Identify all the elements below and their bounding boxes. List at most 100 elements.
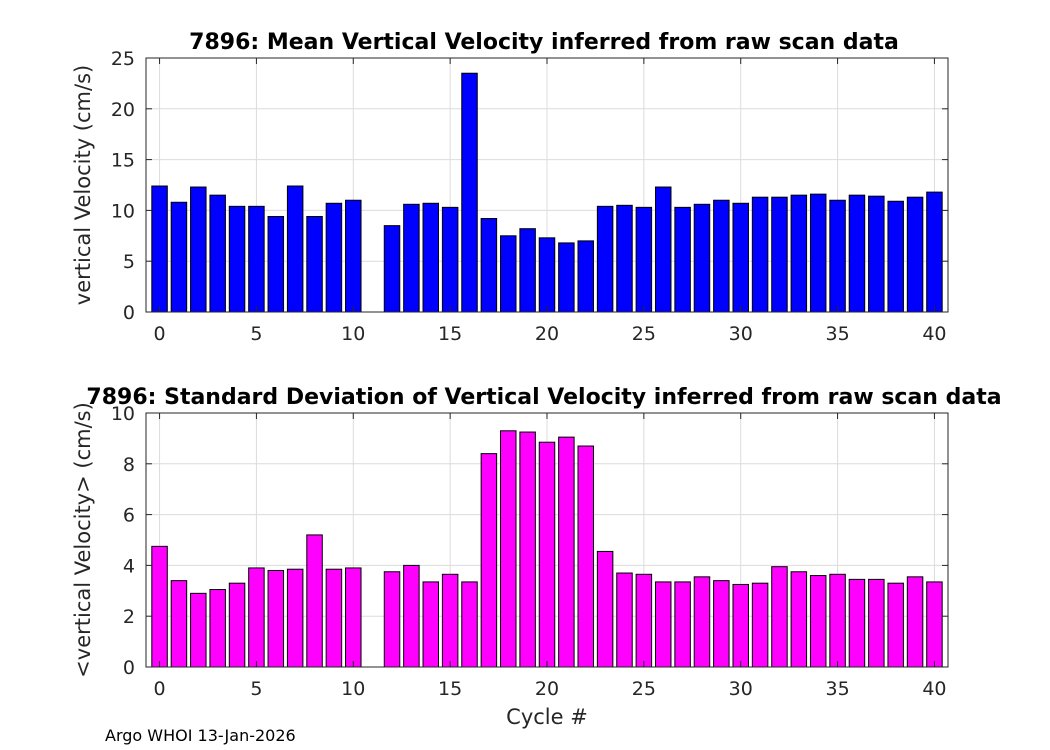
bar xyxy=(170,201,188,313)
x-tick-label: 0 xyxy=(154,323,166,345)
bar xyxy=(383,225,401,313)
x-tick-label: 30 xyxy=(729,678,753,700)
bar xyxy=(887,582,904,668)
bar xyxy=(829,199,846,313)
bar xyxy=(538,441,556,668)
bar xyxy=(790,571,808,668)
x-tick-label: 40 xyxy=(922,678,946,700)
x-tick-label: 25 xyxy=(632,678,656,700)
y-tick-label: 10 xyxy=(111,403,135,425)
x-tick-label: 20 xyxy=(535,678,559,700)
bar xyxy=(151,545,168,668)
bar xyxy=(519,431,536,668)
bar xyxy=(906,196,924,313)
y-tick-label: 8 xyxy=(123,454,135,476)
bar xyxy=(461,72,478,313)
chart-title: 7896: Standard Deviation of Vertical Vel… xyxy=(86,385,1001,410)
bar xyxy=(500,430,517,668)
bar xyxy=(286,185,304,313)
bar xyxy=(732,202,749,313)
bar xyxy=(519,228,536,313)
bar xyxy=(713,580,730,668)
y-tick-label: 15 xyxy=(111,150,135,172)
x-tick-label: 15 xyxy=(438,323,462,345)
bar xyxy=(228,582,246,668)
bar xyxy=(441,206,459,313)
bar xyxy=(345,567,362,668)
bar xyxy=(151,185,168,313)
y-tick-label: 5 xyxy=(123,251,135,273)
bar xyxy=(771,196,788,313)
bar xyxy=(868,578,885,668)
x-tick-label: 0 xyxy=(154,678,166,700)
bar xyxy=(654,581,672,668)
bar xyxy=(926,581,943,668)
bar xyxy=(732,583,749,668)
bar xyxy=(441,573,459,668)
bar xyxy=(480,218,498,313)
bar xyxy=(635,573,653,668)
bar xyxy=(809,575,827,668)
bar xyxy=(422,202,440,313)
bar xyxy=(403,203,420,313)
bar xyxy=(790,194,808,313)
bar xyxy=(306,215,323,313)
bar xyxy=(751,582,769,668)
bar xyxy=(228,205,246,313)
x-tick-label: 15 xyxy=(438,678,462,700)
bar xyxy=(848,194,866,313)
bar xyxy=(635,206,653,313)
bar xyxy=(209,589,226,668)
bar xyxy=(829,573,846,668)
bar xyxy=(674,206,691,313)
bar xyxy=(325,202,343,313)
bar xyxy=(848,578,866,668)
x-tick-label: 5 xyxy=(250,323,262,345)
y-tick-label: 25 xyxy=(111,48,135,70)
bar xyxy=(558,242,575,313)
bar xyxy=(558,436,575,668)
bar xyxy=(693,576,711,668)
bar xyxy=(480,453,498,668)
y-tick-label: 10 xyxy=(111,200,135,222)
y-tick-label: 6 xyxy=(123,505,135,527)
bar xyxy=(190,592,207,668)
bar xyxy=(887,200,904,313)
bar xyxy=(306,534,323,668)
bar xyxy=(170,580,188,668)
bar xyxy=(286,568,304,668)
x-tick-label: 35 xyxy=(825,678,849,700)
y-tick-label: 4 xyxy=(123,555,135,577)
y-tick-label: 0 xyxy=(123,657,135,679)
bar xyxy=(267,569,285,668)
bar xyxy=(422,581,440,668)
mean-velocity-chart: 0 5 10 15 20 25 30 35 40 0 5 10 15 20 25 7896: Mean Ver… xyxy=(71,30,949,345)
bar xyxy=(577,445,594,668)
y-tick-label: 2 xyxy=(123,606,135,628)
bar xyxy=(616,572,633,668)
y-tick-label: 0 xyxy=(123,302,135,324)
bar xyxy=(248,205,265,313)
y-tick-label: 20 xyxy=(111,99,135,121)
bar xyxy=(209,194,226,313)
x-tick-label: 20 xyxy=(535,323,559,345)
bar xyxy=(577,240,594,313)
bar xyxy=(345,199,362,313)
bar xyxy=(461,581,478,668)
bar xyxy=(538,237,556,313)
y-axis-label: vertical Velocity (cm/s) xyxy=(71,65,95,305)
x-tick-label: 10 xyxy=(341,323,365,345)
bar xyxy=(500,235,517,313)
bar xyxy=(616,204,633,313)
bar xyxy=(267,215,285,313)
bar xyxy=(868,195,885,313)
x-tick-label: 25 xyxy=(632,323,656,345)
x-tick-label: 30 xyxy=(729,323,753,345)
bar xyxy=(596,550,614,668)
bar xyxy=(403,564,420,668)
bar xyxy=(190,186,207,313)
x-tick-label: 40 xyxy=(922,323,946,345)
bar xyxy=(906,576,924,668)
y-axis-label: <vertical Velocity> (cm/s) xyxy=(71,402,95,678)
